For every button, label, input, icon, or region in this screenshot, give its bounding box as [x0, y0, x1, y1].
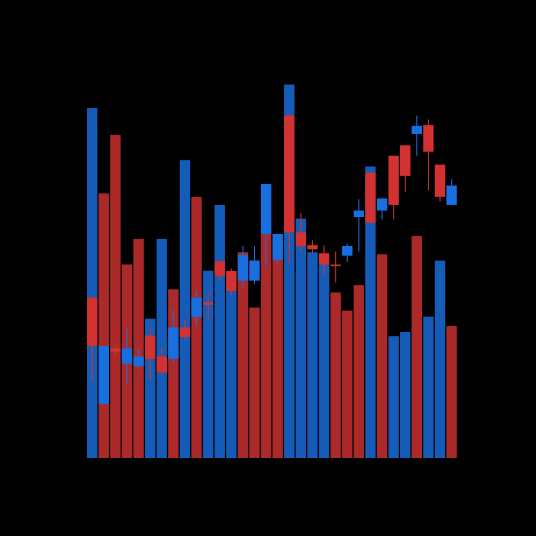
- candle-body: [434, 164, 446, 197]
- candle-body: [191, 297, 202, 317]
- volume-bar: [260, 226, 272, 458]
- volume-bar: [318, 264, 330, 458]
- volume-bar: [434, 260, 446, 458]
- volume-bar: [353, 285, 365, 458]
- volume-bar: [144, 318, 156, 458]
- candle-body: [365, 172, 376, 223]
- volume-bar: [237, 252, 249, 458]
- candle-body: [318, 253, 330, 265]
- volume-bar: [411, 236, 423, 458]
- candle-body: [272, 233, 283, 260]
- candle-body: [353, 210, 365, 217]
- volume-bar: [98, 193, 109, 458]
- candle-body: [110, 348, 121, 352]
- candle-body: [249, 260, 260, 281]
- volume-bar: [365, 166, 376, 458]
- candle-body: [423, 125, 434, 152]
- candle-body: [237, 254, 249, 281]
- volume-bar: [168, 289, 179, 458]
- candle-body: [388, 155, 399, 205]
- volume-bar: [400, 332, 411, 458]
- candle-body: [214, 261, 225, 276]
- candle-body: [144, 335, 156, 359]
- volume-bar: [110, 134, 121, 458]
- volume-bar: [191, 196, 202, 458]
- candle-body: [226, 271, 237, 292]
- candle-body: [179, 327, 191, 338]
- volume-bar: [284, 84, 295, 459]
- candle-body: [400, 145, 411, 176]
- volume-bar: [342, 310, 353, 458]
- volume-bar: [179, 160, 191, 458]
- candle-body: [330, 264, 341, 267]
- volume-bar: [249, 307, 260, 458]
- volume-bar: [307, 252, 318, 458]
- candle-body: [295, 232, 307, 247]
- volume-bar: [295, 218, 307, 458]
- candle-body: [98, 345, 109, 404]
- volume-bar: [423, 316, 434, 458]
- candle-body: [342, 246, 353, 256]
- candle-body: [156, 356, 167, 373]
- volume-bar: [330, 292, 341, 458]
- candle-body: [87, 297, 98, 346]
- candle-body: [202, 302, 214, 305]
- volume-bar: [272, 246, 283, 458]
- candle-body: [307, 245, 318, 250]
- volume-bar: [376, 254, 388, 458]
- volume-bar: [388, 336, 399, 458]
- candle-body: [168, 327, 179, 359]
- candle-body: [133, 356, 144, 367]
- candlesticks: [87, 113, 457, 404]
- volume-bar: [214, 204, 225, 458]
- candle-body: [446, 185, 457, 205]
- volume-bar: [202, 270, 214, 458]
- candle-body: [376, 198, 388, 211]
- candle-body: [121, 348, 133, 364]
- volume-bar: [226, 287, 237, 458]
- volume-bar: [87, 108, 98, 458]
- candle-body: [284, 115, 295, 233]
- candle-body: [260, 183, 272, 234]
- volume-bar: [446, 326, 457, 458]
- candle-body: [411, 125, 423, 134]
